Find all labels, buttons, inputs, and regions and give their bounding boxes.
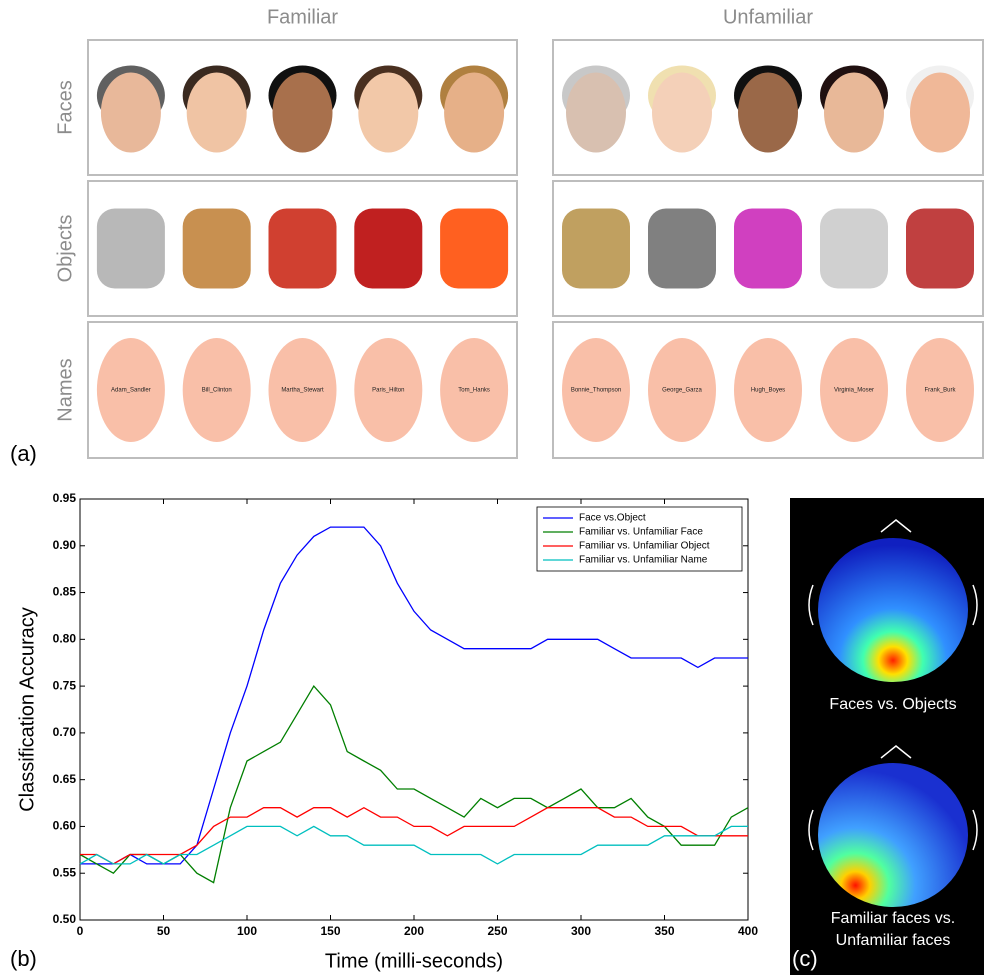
y-tick-label: 0.95 bbox=[53, 491, 77, 505]
face-image bbox=[358, 72, 419, 153]
name-label: Paris_Hilton bbox=[372, 388, 404, 394]
x-tick-label: 300 bbox=[571, 924, 591, 938]
object-image bbox=[562, 208, 630, 289]
name-oval bbox=[354, 338, 423, 442]
panel-label: (b) bbox=[10, 946, 37, 971]
name-label: Bill_Clinton bbox=[202, 388, 232, 394]
nose bbox=[880, 745, 912, 759]
face-image bbox=[100, 72, 161, 153]
face-image bbox=[824, 72, 884, 153]
column-header: Unfamiliar bbox=[723, 6, 813, 28]
legend-label: Familiar vs. Unfamiliar Name bbox=[579, 555, 708, 566]
stimuli-panel: Familiar Adam_Sandler Bill_Clinton Martha_S… bbox=[54, 6, 984, 459]
object-image bbox=[648, 208, 716, 289]
face-image bbox=[186, 72, 247, 153]
legend-label: Face vs.Object bbox=[579, 513, 646, 524]
name-oval bbox=[96, 338, 165, 442]
name-oval bbox=[182, 338, 251, 442]
name-label: Adam_Sandler bbox=[111, 388, 151, 394]
name-oval bbox=[268, 338, 337, 442]
data-line bbox=[79, 825, 748, 865]
name-oval bbox=[562, 338, 630, 442]
x-tick-label: 0 bbox=[77, 924, 84, 938]
object-image bbox=[440, 208, 509, 289]
x-axis-label: Time (milli-seconds) bbox=[325, 950, 503, 972]
legend-label: Familiar vs. Unfamiliar Face bbox=[579, 527, 703, 538]
x-tick-label: 100 bbox=[237, 924, 257, 938]
name-oval bbox=[734, 338, 802, 442]
head-map bbox=[808, 519, 978, 682]
face-image bbox=[272, 72, 333, 153]
nose bbox=[880, 519, 912, 533]
object-image bbox=[354, 208, 423, 289]
topo-caption: Unfamiliar faces bbox=[836, 932, 951, 949]
y-tick-label: 0.50 bbox=[53, 912, 77, 926]
object-image bbox=[268, 208, 337, 289]
y-axis-label: Classification Accuracy bbox=[16, 607, 38, 812]
name-label: George_Garza bbox=[662, 388, 702, 394]
legend-label: Familiar vs. Unfamiliar Object bbox=[579, 541, 710, 552]
panel-label: (c) bbox=[792, 946, 818, 971]
object-image bbox=[906, 208, 974, 289]
topography-panel: Faces vs. Objects Familiar faces vs. Unfam… bbox=[790, 498, 984, 975]
ears bbox=[808, 584, 978, 626]
name-label: Bonnie_Thompson bbox=[571, 388, 621, 394]
y-tick-label: 0.65 bbox=[53, 772, 77, 786]
object-image bbox=[734, 208, 802, 289]
y-tick-label: 0.80 bbox=[53, 632, 77, 646]
row-header: Objects bbox=[54, 215, 76, 283]
x-tick-label: 350 bbox=[654, 924, 674, 938]
data-line bbox=[80, 526, 748, 865]
name-label: Martha_Stewart bbox=[281, 388, 324, 394]
name-label: Hugh_Boyes bbox=[751, 388, 785, 394]
y-tick-label: 0.55 bbox=[53, 865, 77, 879]
face-image bbox=[738, 72, 798, 153]
chart: 0.50 0.55 0.60 0.65 0.70 0.75 0.80 0.85 0.90 0.95… bbox=[16, 491, 758, 972]
name-oval bbox=[906, 338, 974, 442]
head-map bbox=[808, 745, 978, 907]
y-tick-label: 0.90 bbox=[53, 538, 77, 552]
name-oval bbox=[440, 338, 509, 442]
panel-label: (a) bbox=[10, 441, 37, 466]
y-tick-label: 0.75 bbox=[53, 678, 77, 692]
x-tick-label: 250 bbox=[487, 924, 507, 938]
x-tick-label: 200 bbox=[404, 924, 424, 938]
face-image bbox=[566, 72, 626, 153]
object-image bbox=[96, 208, 165, 289]
face-image bbox=[652, 72, 712, 153]
object-image bbox=[182, 208, 251, 289]
x-tick-label: 50 bbox=[157, 924, 171, 938]
name-oval bbox=[648, 338, 716, 442]
topo-caption: Faces vs. Objects bbox=[829, 696, 956, 713]
object-image bbox=[820, 208, 888, 289]
y-tick-label: 0.60 bbox=[53, 819, 77, 833]
column-header: Familiar bbox=[267, 6, 338, 28]
data-line bbox=[79, 685, 749, 884]
name-oval bbox=[820, 338, 888, 442]
y-tick-label: 0.85 bbox=[53, 585, 77, 599]
name-label: Frank_Burk bbox=[924, 388, 956, 394]
x-tick-label: 400 bbox=[738, 924, 758, 938]
name-label: Tom_Hanks bbox=[458, 388, 490, 394]
topo-map bbox=[818, 763, 968, 907]
data-line bbox=[80, 806, 748, 865]
row-header: Names bbox=[54, 358, 76, 421]
x-tick-label: 150 bbox=[320, 924, 340, 938]
y-tick-label: 0.70 bbox=[53, 725, 77, 739]
name-label: Virginia_Moser bbox=[834, 388, 874, 394]
topo-caption: Familiar faces vs. bbox=[831, 910, 955, 927]
face-image bbox=[444, 72, 505, 153]
ears bbox=[808, 809, 978, 851]
face-image bbox=[910, 72, 970, 153]
row-header: Faces bbox=[54, 80, 76, 134]
topo-map bbox=[818, 538, 968, 682]
